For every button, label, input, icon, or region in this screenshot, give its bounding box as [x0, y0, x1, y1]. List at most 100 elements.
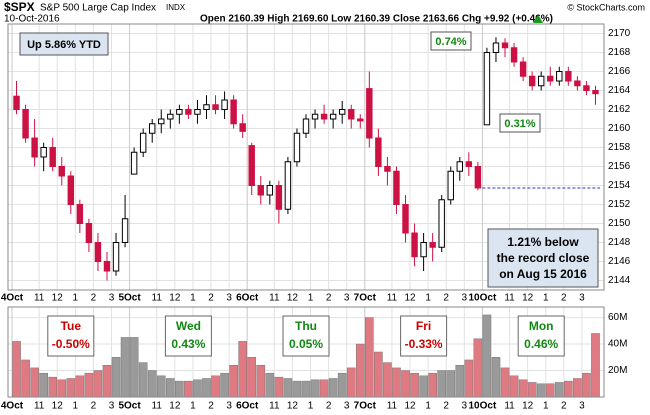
volume-bar	[401, 370, 410, 398]
candle-body	[438, 199, 445, 248]
x-tick-label: 4Oct	[1, 293, 24, 304]
candle-body	[103, 261, 111, 272]
day-box	[517, 315, 565, 357]
y-tick-label: 2150	[608, 218, 631, 229]
volume-bar	[102, 364, 112, 398]
candle-body	[239, 123, 246, 132]
candle-body	[583, 85, 590, 91]
x-tick-label: 2	[208, 401, 214, 412]
x-tick-label: 12	[52, 293, 64, 304]
y-tick-label: 2166	[608, 66, 631, 77]
volume-bar	[310, 379, 320, 398]
x-tick-label: 1	[190, 401, 196, 412]
volume-bar	[464, 359, 474, 398]
day-change: -0.33%	[405, 337, 443, 351]
candle-body	[456, 161, 463, 172]
candle-body	[275, 185, 283, 210]
x-tick-label: 1	[425, 401, 431, 412]
candle-body	[465, 161, 473, 167]
volume-bar	[383, 362, 392, 398]
credit: © StockCharts.com	[567, 2, 645, 12]
date: 10-Oct-2016	[4, 14, 60, 25]
candle-body	[248, 145, 255, 187]
volume-bar	[292, 380, 302, 398]
x-tick-label: 3	[226, 293, 232, 304]
day-name: Mon	[529, 319, 554, 333]
volume-bar	[491, 357, 501, 398]
x-tick-label: 10Oct	[469, 293, 497, 304]
symbol: $SPX	[4, 0, 35, 14]
candle-body	[22, 109, 29, 139]
index-name: S&P 500 Large Cap Index	[40, 3, 156, 14]
day-box	[400, 315, 448, 357]
ytd-box	[19, 32, 109, 56]
day-box	[47, 315, 95, 357]
volume-bar	[120, 337, 130, 398]
candle-body	[384, 166, 391, 172]
candle-body	[501, 42, 509, 49]
candle-body	[547, 75, 554, 82]
candle-body	[474, 166, 482, 189]
gap-open-box	[499, 113, 541, 133]
candle-body	[338, 109, 346, 115]
candle-body	[49, 147, 56, 167]
x-tick-label: 7Oct	[354, 293, 377, 304]
x-tick-label: 11	[504, 401, 515, 412]
candle-body	[76, 204, 84, 224]
volume-bar	[283, 378, 293, 398]
volume-bar	[111, 357, 121, 398]
volume-bar	[129, 337, 139, 398]
up-arrow	[533, 15, 543, 23]
volume-bar	[374, 351, 383, 398]
candle-body	[302, 118, 310, 134]
x-tick-label: 12	[287, 293, 299, 304]
volume-bar	[455, 364, 465, 398]
x-tick-label: 3	[226, 401, 232, 412]
price-frame	[7, 23, 605, 291]
candle-body	[139, 132, 147, 153]
candle-body	[94, 242, 102, 262]
x-tick-label: 3	[579, 401, 585, 412]
candle-body	[121, 218, 129, 243]
candle-body	[221, 99, 228, 110]
x-tick-label: 12	[287, 401, 299, 412]
day-change: 0.46%	[524, 337, 558, 351]
candle-body	[149, 123, 156, 134]
candle-body	[574, 80, 581, 87]
candle-body	[357, 118, 364, 122]
volume-bar	[591, 333, 600, 398]
x-tick-label: 2	[443, 401, 449, 412]
volume-bar	[509, 375, 519, 398]
candle-body	[483, 52, 491, 126]
x-tick-label: 10Oct	[469, 401, 497, 412]
candle-body	[31, 137, 38, 158]
volume-bar	[12, 341, 21, 398]
volume-bar	[57, 379, 67, 398]
x-tick-label: 1	[308, 293, 314, 304]
candle-body	[212, 104, 219, 110]
x-tick-label: 6Oct	[236, 401, 259, 412]
x-tick-label: 2	[326, 401, 332, 412]
candle-body	[537, 75, 545, 87]
x-tick-label: 11	[152, 293, 163, 304]
y-tick-label: 2144	[608, 275, 631, 286]
candle-body	[402, 204, 409, 234]
x-tick-label: 3	[344, 401, 350, 412]
candle-body	[158, 118, 165, 125]
record-line: on Aug 15 2016	[499, 267, 587, 281]
volume-bar	[274, 376, 284, 398]
candle-body	[194, 109, 201, 115]
x-tick-label: 11	[387, 293, 398, 304]
day-box	[282, 315, 330, 357]
y-tick-label: 2160	[608, 123, 631, 134]
volume-bar	[193, 379, 202, 398]
x-tick-label: 11	[152, 401, 163, 412]
volume-bar	[355, 343, 365, 398]
volume-bar	[536, 383, 546, 398]
volume-bar	[48, 376, 58, 398]
volume-bar	[265, 372, 275, 398]
volume-bar	[545, 383, 555, 398]
volume-bar	[410, 372, 419, 398]
record-line: 1.21% below	[507, 235, 579, 249]
